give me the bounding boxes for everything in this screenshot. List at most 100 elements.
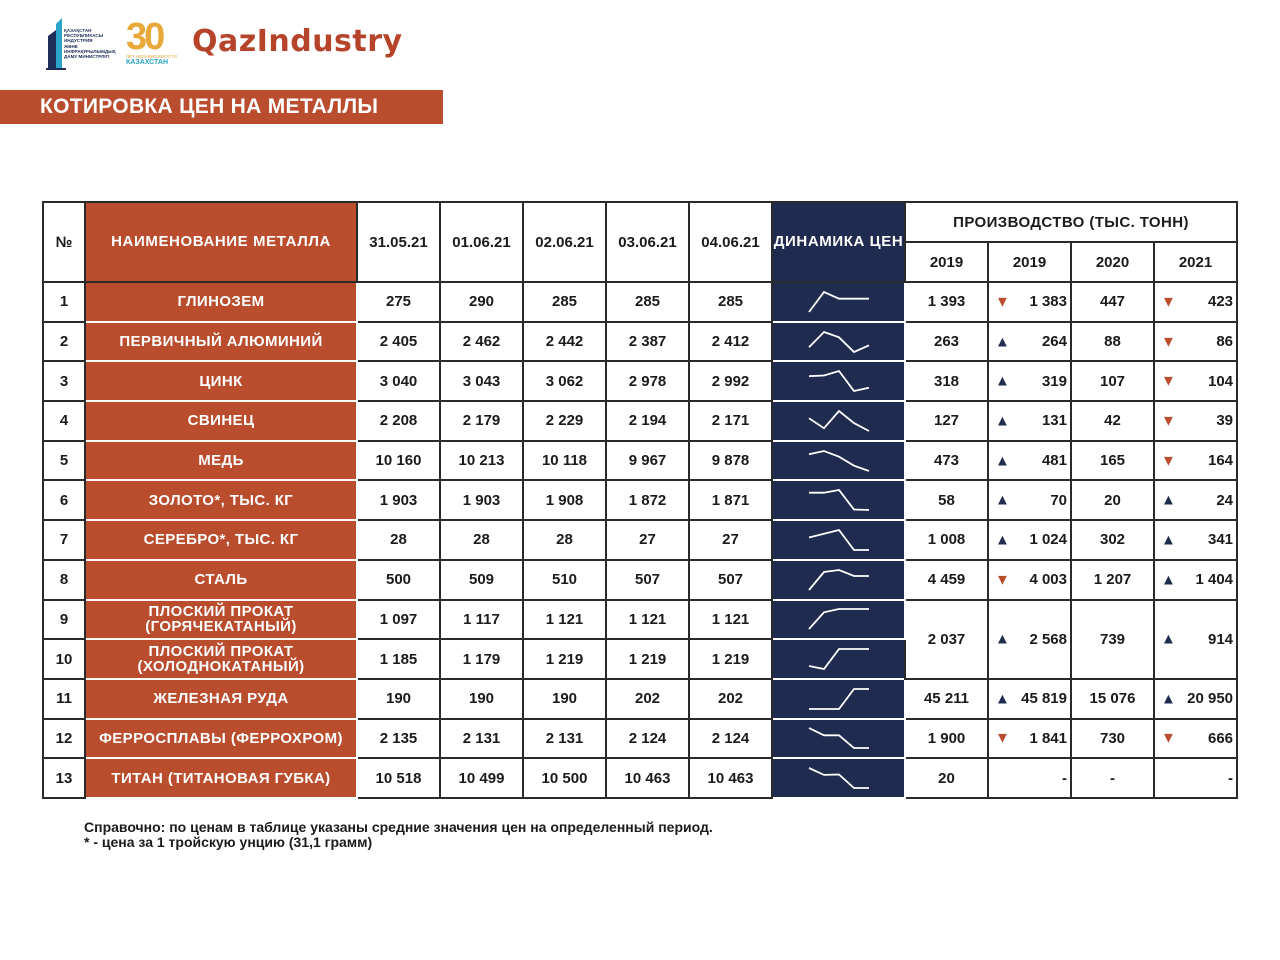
production-value: ▼ 423 <box>1152 281 1239 323</box>
table-row: 5 МЕДЬ 10 160 10 213 10 118 9 967 9 878 473 ▲ 481… <box>42 439 1239 482</box>
table-row: 3 ЦИНК 3 040 3 043 3 062 2 978 2 992 318 ▲ 319 107… <box>42 360 1239 403</box>
production-value: ▼ 164 <box>1152 439 1239 482</box>
production-number: 914 <box>1207 630 1234 648</box>
production-value: ▼ 4 003 <box>987 558 1072 601</box>
ministry-name-line: РЕСПУБЛИКАСЫ <box>64 33 104 39</box>
price-value: 10 500 <box>522 757 607 799</box>
metal-name: ПЛОСКИЙ ПРОКАТ (ГОРЯЧЕКАТАНЫЙ) <box>84 598 358 641</box>
header-year: 2021 <box>1152 241 1239 283</box>
production-number: 86 <box>1216 333 1234 351</box>
price-value: 28 <box>522 519 607 561</box>
sparkline-path <box>808 370 869 393</box>
metal-name: ГЛИНОЗЕМ <box>84 281 358 323</box>
price-value: 2 405 <box>356 320 441 363</box>
row-number: 7 <box>42 519 86 561</box>
price-value: 1 908 <box>522 479 607 522</box>
row-number: 8 <box>42 558 86 601</box>
production-number: 70 <box>1050 491 1067 509</box>
price-value: 1 121 <box>688 598 773 641</box>
price-value: 1 903 <box>439 479 524 522</box>
price-value: 500 <box>356 558 441 601</box>
header-year: 2019 <box>904 241 989 283</box>
trend-up-icon: ▲ <box>995 690 1010 708</box>
production-number: 341 <box>1207 531 1234 549</box>
table-row: 12 ФЕРРОСПЛАВЫ (ФЕРРОХРОМ) 2 135 2 131 2 131… <box>42 717 1239 760</box>
price-value: 9 878 <box>688 439 773 482</box>
production-value: ▲ 1 404 <box>1152 558 1239 601</box>
trend-down-icon: ▼ <box>1161 452 1176 470</box>
price-value: 507 <box>688 558 773 601</box>
ministry-name: ҚАЗАҚСТАН РЕСПУБЛИКАСЫ ИНДУСТРИЯ ЖӘНЕ ИНФРАҚ… <box>64 28 116 60</box>
price-value: 2 131 <box>522 717 607 760</box>
production-number: 2 568 <box>1029 630 1067 648</box>
sparkline-path <box>808 767 869 789</box>
price-value: 285 <box>605 281 690 323</box>
production-value: ▼ 39 <box>1152 400 1239 442</box>
production-value: ▼ 86 <box>1152 320 1239 363</box>
production-value: 20 <box>1070 479 1155 522</box>
price-dynamics <box>771 558 906 601</box>
trend-down-icon: ▼ <box>995 729 1010 747</box>
price-value: 27 <box>605 519 690 561</box>
price-value: 28 <box>356 519 441 561</box>
production-value: ▼ 104 <box>1152 360 1239 403</box>
production-number: 164 <box>1207 452 1234 470</box>
ministry-name-line: ДАМУ МИНИСТРЛІГІ <box>64 54 110 60</box>
production-value: ▼ 666 <box>1152 717 1239 760</box>
anniversary-logo: 30 ЛЕТ НЕЗАВИСИМОСТИ КАЗАХСТАН <box>126 16 177 66</box>
trend-up-icon: ▲ <box>1161 571 1176 589</box>
trend-up-icon: ▲ <box>995 630 1010 648</box>
production-value: ▲ 24 <box>1152 479 1239 522</box>
production-number: 104 <box>1207 372 1234 390</box>
production-value: 1 008 <box>904 519 989 561</box>
production-value: 58 <box>904 479 989 522</box>
price-sparkline <box>808 489 869 512</box>
price-value: 2 208 <box>356 400 441 442</box>
price-value: 2 131 <box>439 717 524 760</box>
price-sparkline <box>808 727 869 750</box>
production-value: 1 207 <box>1070 558 1155 601</box>
metal-name: СВИНЕЦ <box>84 400 358 442</box>
header-date: 02.06.21 <box>522 201 607 283</box>
production-value: ▲ 319 <box>987 360 1072 403</box>
price-value: 3 043 <box>439 360 524 403</box>
production-number: 666 <box>1207 729 1234 747</box>
production-number: 264 <box>1041 333 1067 351</box>
production-value: 107 <box>1070 360 1155 403</box>
price-value: 1 121 <box>605 598 690 641</box>
price-value: 2 387 <box>605 320 690 363</box>
production-value: 302 <box>1070 519 1155 561</box>
production-value: 45 211 <box>904 677 989 720</box>
production-value: 447 <box>1070 281 1155 323</box>
price-value: 2 462 <box>439 320 524 363</box>
metal-name: ТИТАН (ТИТАНОВАЯ ГУБКА) <box>84 757 358 799</box>
header-date: 04.06.21 <box>688 201 773 283</box>
production-number: 131 <box>1041 412 1067 430</box>
production-value: ▲ 914 <box>1152 598 1239 680</box>
page-title: КОТИРОВКА ЦЕН НА МЕТАЛЛЫ <box>40 95 379 118</box>
price-value: 2 194 <box>605 400 690 442</box>
price-dynamics <box>771 400 906 442</box>
anniversary-number: 30 <box>126 16 165 58</box>
header-production: ПРОИЗВОДСТВО (ТЫС. ТОНН) <box>903 201 1239 243</box>
production-value: ▼ 1 841 <box>987 717 1072 760</box>
sparkline-path <box>807 290 869 313</box>
price-value: 507 <box>605 558 690 601</box>
row-number: 12 <box>42 717 86 760</box>
production-value: 730 <box>1070 717 1155 760</box>
price-value: 10 160 <box>356 439 441 482</box>
sparkline-path <box>807 568 869 591</box>
production-value: - <box>1152 757 1239 799</box>
price-value: 3 062 <box>522 360 607 403</box>
metal-name: ФЕРРОСПЛАВЫ (ФЕРРОХРОМ) <box>84 717 358 760</box>
production-value: 88 <box>1070 320 1155 363</box>
price-value: 202 <box>688 677 773 720</box>
sparkline-path <box>808 727 869 750</box>
sparkline-path <box>808 409 869 432</box>
price-dynamics <box>771 360 906 403</box>
sparkline-path <box>808 648 869 671</box>
trend-up-icon: ▲ <box>995 452 1010 470</box>
price-sparkline <box>808 528 869 551</box>
price-value: 290 <box>439 281 524 323</box>
price-sparkline <box>807 290 869 313</box>
